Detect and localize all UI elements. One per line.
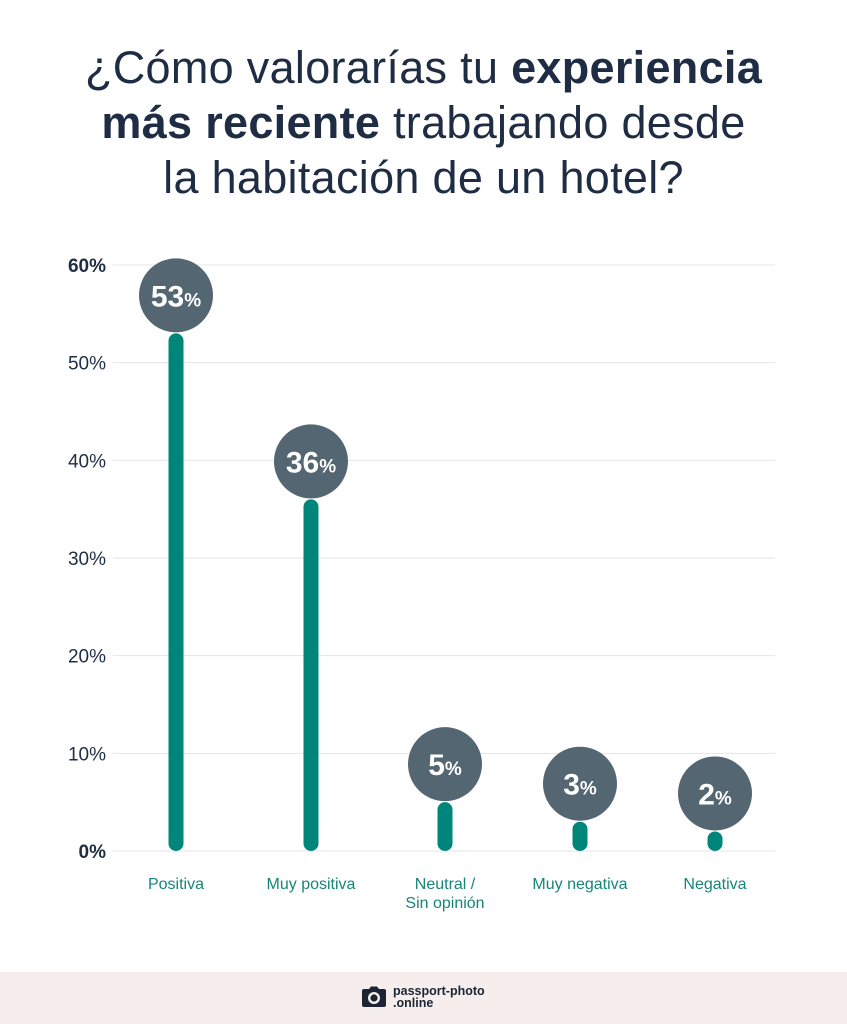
bar [168,333,184,851]
x-tick-label: Muy positiva [267,876,356,893]
footer: passport-photo .online [0,972,847,1024]
value-bubble [274,424,348,499]
value-bubble [408,727,482,802]
x-tick-label: Neutral / [415,876,476,893]
title-line3: la habitación de un hotel? [163,152,684,203]
bar [707,831,723,851]
y-tick-label: 50% [68,354,106,375]
logo-line1: passport-photo [393,984,485,998]
title-part2: trabajando desde [380,97,746,148]
camera-icon [362,986,386,1007]
value-bubble [678,756,752,831]
x-tick-label: Negativa [683,876,746,893]
y-tick-label: 10% [68,744,106,765]
bar [303,499,319,851]
logo-text: passport-photo .online [393,984,485,1010]
y-tick-label: 30% [68,549,106,570]
logo-line2: .online [393,996,434,1010]
y-tick-label: 40% [68,451,106,472]
y-tick-label: 60% [68,256,106,277]
x-tick-label: Muy negativa [532,876,627,893]
title-bold1: experiencia [511,42,763,93]
data-label: 36% [286,446,336,479]
chart-title: ¿Cómo valorarías tu experiencia más reci… [20,40,827,205]
data-label: 3% [563,769,597,802]
x-tick-label: Positiva [148,876,204,893]
brand-logo[interactable]: passport-photo .online [361,985,485,1009]
data-label: 5% [428,749,462,782]
y-tick-label: 0% [79,842,107,863]
x-tick-label: Sin opinión [405,895,484,912]
value-bubble [543,746,617,821]
data-label: 2% [698,778,732,811]
title-part1: ¿Cómo valorarías tu [84,42,512,93]
bar [572,821,588,851]
value-bubble [139,258,213,333]
y-tick-label: 20% [68,647,106,668]
data-label: 53% [151,280,201,313]
bar-chart: 0% 10% 20% 30% 40% 50% 60% 53% Positiva 36% Muy po… [68,256,775,912]
title-bold2: más reciente [101,97,381,148]
bar [437,802,453,851]
